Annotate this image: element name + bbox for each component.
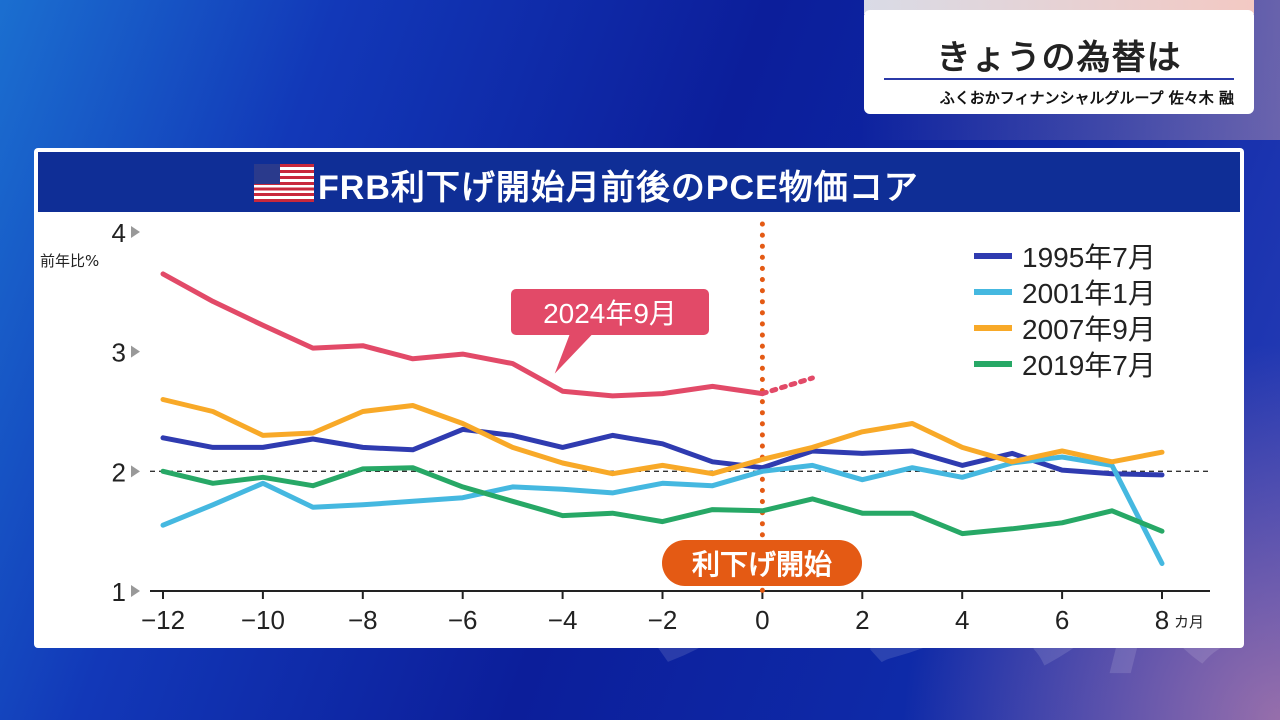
series-line-2019 (160, 465, 1165, 537)
x-tick-label: 4 (955, 605, 969, 635)
y-tick-arrow-icon (131, 585, 140, 597)
header-divider (884, 78, 1234, 80)
y-tick-label: 3 (112, 338, 126, 368)
series-line-2007 (160, 397, 1165, 477)
legend-label: 1995年7月 (1022, 242, 1156, 273)
series-callout-label: 2024年9月 (543, 298, 677, 329)
x-tick-label: −8 (348, 605, 378, 635)
y-tick-arrow-icon (131, 226, 140, 238)
header-subtitle: ふくおかフィナンシャルグループ 佐々木 融 (939, 89, 1234, 107)
chart-title: FRB利下げ開始月前後のPCE物価コア (318, 169, 919, 207)
chart-panel (34, 148, 1244, 648)
y-tick-arrow-icon (131, 345, 140, 358)
us-flag-icon (254, 164, 314, 202)
x-tick-label: −4 (548, 605, 578, 635)
y-tick-label: 1 (112, 577, 126, 607)
x-tick-label: −12 (141, 605, 185, 635)
x-tick-label: 8 (1155, 605, 1169, 635)
series-line-2024 (160, 271, 765, 399)
series-line-1995 (160, 426, 1165, 478)
rate-cut-label-box (662, 540, 862, 586)
x-tick-label: −2 (648, 605, 678, 635)
y-tick-label: 4 (112, 218, 126, 248)
series-callout-box (509, 287, 711, 379)
series-projection-2024 (759, 375, 815, 397)
x-tick-label: −10 (241, 605, 285, 635)
rate-cut-label: 利下げ開始 (692, 548, 832, 581)
y-tick-label: 2 (112, 457, 126, 487)
header-box: きょうの為替は ふくおかフィナンシャルグループ 佐々木 融 (864, 10, 1254, 114)
chart-title-bar (38, 152, 1240, 212)
legend-label: 2019年7月 (1022, 350, 1156, 381)
x-tick-label: 2 (855, 605, 869, 635)
y-tick-arrow-icon (131, 465, 140, 478)
x-tick-label: −6 (448, 605, 478, 635)
x-axis-unit-label: カ月 (1174, 613, 1204, 631)
legend-label: 2001年1月 (1022, 278, 1156, 309)
series-line-2001 (160, 454, 1165, 566)
y-axis-unit-label: 前年比% (40, 252, 100, 270)
header-title: きょうの為替は (936, 38, 1182, 78)
x-tick-label: 0 (755, 605, 769, 635)
x-tick-label: 6 (1055, 605, 1069, 635)
legend-label: 2007年9月 (1022, 314, 1156, 345)
